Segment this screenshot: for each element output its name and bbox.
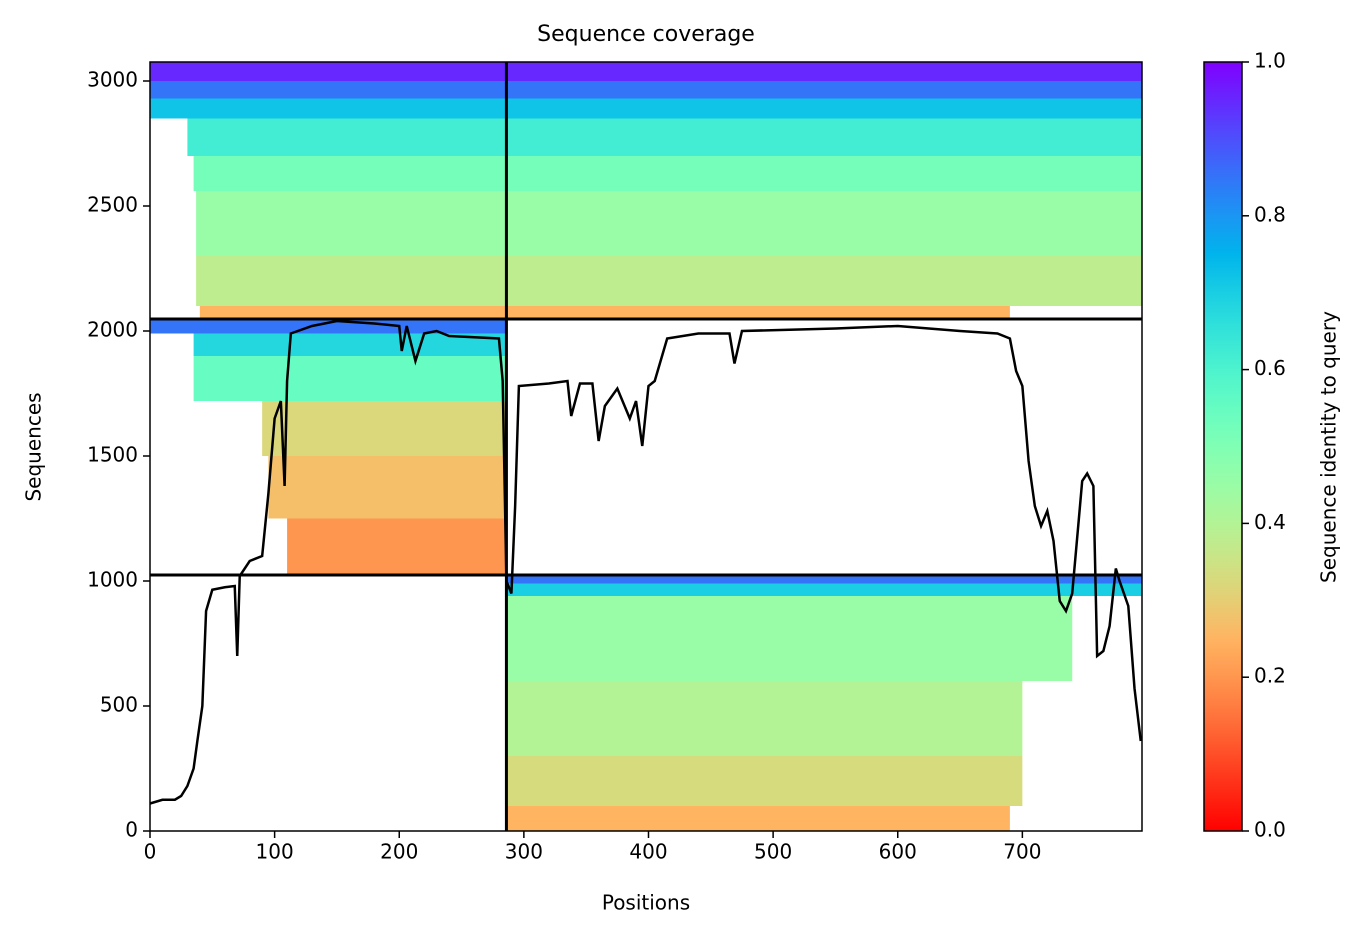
x-tick-label: 0 [144, 840, 157, 864]
plot-frame [149, 61, 1143, 832]
colorbar-tick-label: 0.8 [1254, 202, 1286, 226]
coverage-band [193, 333, 507, 356]
chart-title: Sequence coverage [537, 22, 755, 47]
coverage-band [196, 256, 1143, 306]
coverage-band [506, 806, 1010, 831]
y-axis-label: Sequences [22, 392, 46, 501]
x-tick-label: 500 [754, 840, 792, 864]
coverage-band [150, 98, 1142, 119]
x-tick-label: 300 [505, 840, 543, 864]
coverage-band [199, 306, 1010, 319]
colorbar-tick-label: 0.2 [1254, 664, 1286, 688]
coverage-band [193, 356, 507, 401]
y-tick-label: 3000 [87, 68, 138, 92]
x-tick-label: 200 [380, 840, 418, 864]
coverage-band [193, 156, 1142, 191]
colorbar-label: Sequence identity to query [1317, 311, 1341, 583]
coverage-line [149, 319, 1142, 805]
y-tick-label: 0 [125, 818, 138, 842]
coverage-band [150, 319, 507, 334]
colorbar-tick-label: 0.4 [1254, 510, 1286, 534]
x-tick-label: 400 [629, 840, 667, 864]
coverage-band [187, 118, 1142, 156]
coverage-band [506, 596, 1073, 681]
coverage-band [268, 456, 507, 519]
coverage-band [506, 756, 1023, 806]
colorbar [1203, 61, 1243, 832]
y-tick-label: 2000 [87, 318, 138, 342]
coverage-band [506, 681, 1023, 756]
y-tick-label: 2500 [87, 193, 138, 217]
colorbar-tick-label: 0.0 [1254, 818, 1286, 842]
colorbar-tick-label: 0.6 [1254, 356, 1286, 380]
colorbar-tick-label: 1.0 [1254, 49, 1286, 73]
x-tick-label: 100 [256, 840, 294, 864]
coverage-band [196, 191, 1143, 256]
coverage-band [150, 62, 1142, 81]
x-tick-label: 600 [879, 840, 917, 864]
y-tick-label: 500 [100, 693, 138, 717]
y-tick-label: 1000 [87, 568, 138, 592]
coverage-band [287, 518, 507, 575]
x-axis-label: Positions [602, 891, 690, 915]
coverage-band [506, 583, 1142, 596]
y-tick-label: 1500 [87, 443, 138, 467]
coverage-band [262, 401, 507, 456]
x-tick-label: 700 [1003, 840, 1041, 864]
coverage-band [150, 81, 1142, 99]
coverage-band [506, 575, 1142, 584]
